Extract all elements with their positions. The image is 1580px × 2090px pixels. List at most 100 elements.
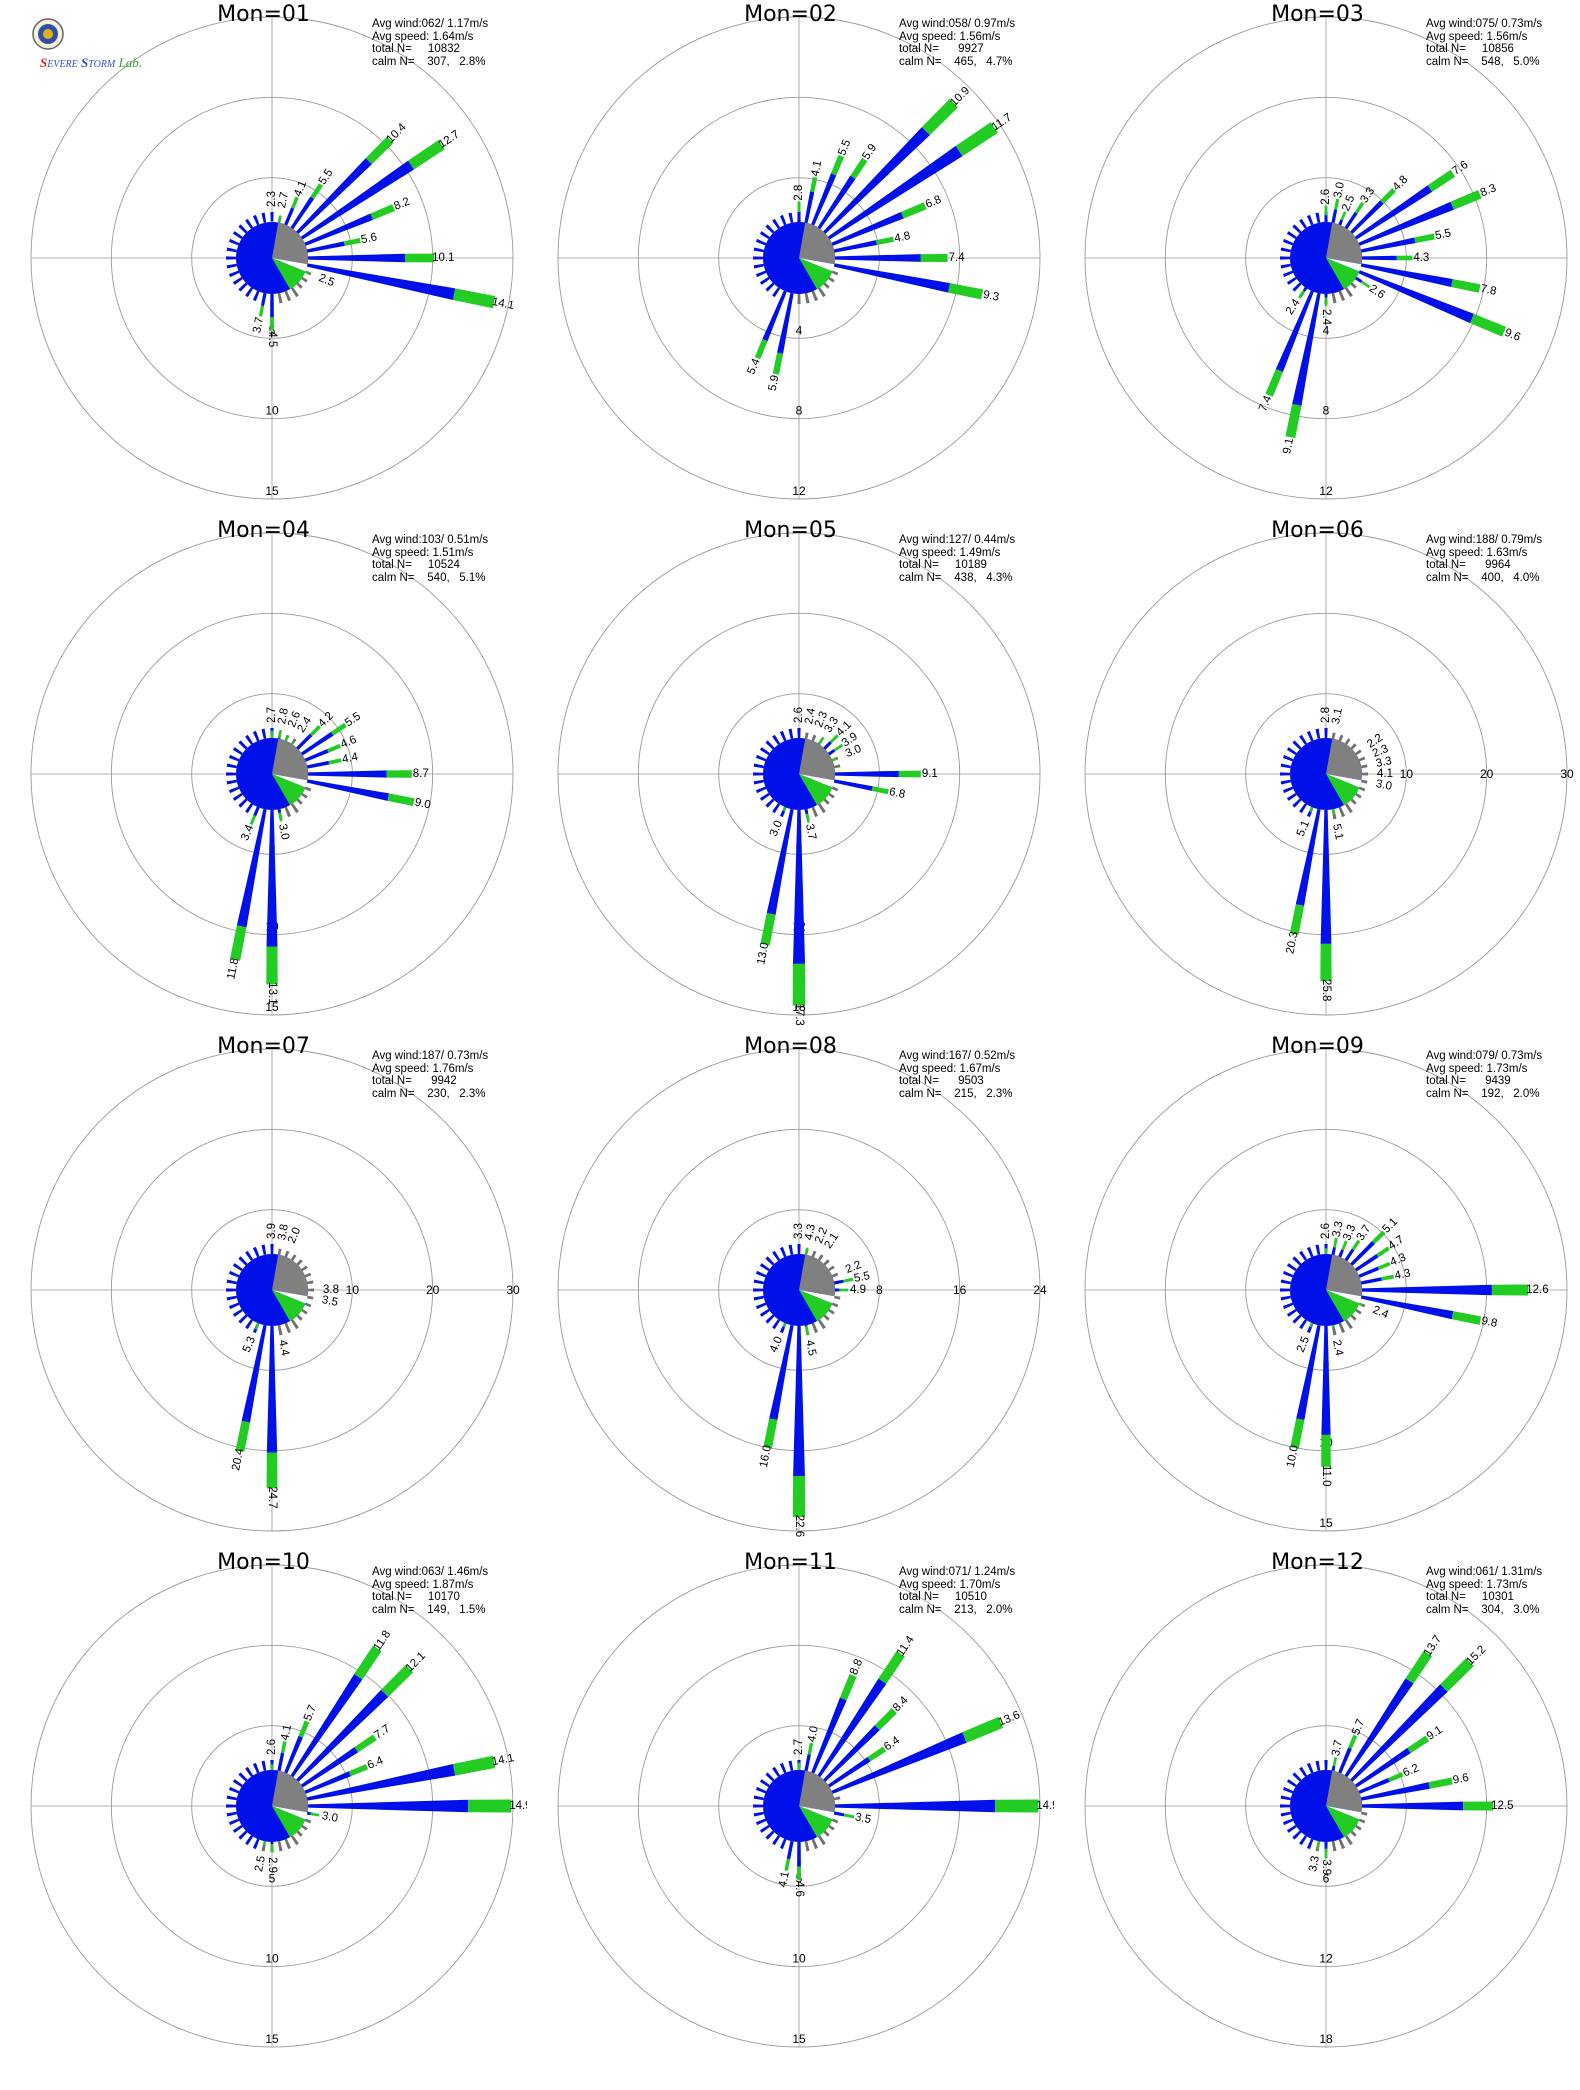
range-ring <box>557 532 1041 1016</box>
petal-green <box>387 793 415 807</box>
ring-label: 15 <box>1319 1516 1333 1530</box>
sector-stub <box>1306 214 1314 226</box>
petal-value-label: 3.0 <box>768 819 785 838</box>
petal-blue <box>834 770 899 778</box>
petal-value-label: 2.3 <box>813 710 830 729</box>
petal-blue <box>1321 1325 1331 1435</box>
petal-value-label: 2.4 <box>803 707 818 726</box>
sector-stub <box>307 1295 314 1300</box>
sector-stub <box>1299 1319 1308 1330</box>
petal-value-label: 3.4 <box>239 823 256 843</box>
sector-stub <box>1315 728 1321 739</box>
petal-blue <box>1358 201 1454 246</box>
petal-blue <box>1331 209 1338 224</box>
petal-green <box>829 734 839 744</box>
petal-value-label: 10.0 <box>1285 1444 1301 1468</box>
sector-stub <box>261 728 267 739</box>
petal-blue <box>1338 219 1343 226</box>
calm-gap <box>799 774 835 788</box>
petal-blue <box>766 808 794 915</box>
sector-stub <box>1315 1244 1321 1255</box>
petal-green <box>839 1673 857 1701</box>
sector-stub <box>252 214 260 226</box>
sector-stub <box>765 1314 775 1324</box>
calm-sector <box>272 222 308 265</box>
petal-blue <box>797 211 801 223</box>
sector-stub <box>755 754 767 762</box>
sector-stub <box>245 1835 254 1846</box>
ring-label: 12 <box>1319 484 1333 498</box>
calm-sector <box>799 738 835 781</box>
wind-rose-svg: 510152.74.08.811.48.46.413.614.93.54.64.… <box>557 1564 1054 2048</box>
panel-title: Mon=01 <box>217 2 310 27</box>
petal-blue <box>831 211 904 246</box>
petal-blue <box>304 749 329 762</box>
wind-rose-panel: 8 16 24 3.3 4.3 2.2 2.1 2.2 5.5 4.9 4.5 22.6 16.0 4.0… <box>527 1032 1054 1548</box>
ring-label: 12 <box>792 484 806 498</box>
sector-stub <box>1280 256 1291 260</box>
sector-stub <box>1350 743 1357 750</box>
sector-stub <box>1299 1766 1308 1777</box>
petal-green <box>348 1764 369 1777</box>
petal-green <box>1405 1650 1433 1684</box>
petal-value-label: 3.0 <box>276 823 291 841</box>
petal-blue <box>284 1735 303 1774</box>
petal-green <box>1265 369 1283 397</box>
petal-green <box>1396 255 1413 261</box>
petal-green <box>831 757 837 762</box>
stats-box: Avg wind:075/ 0.73m/s Avg speed: 1.56m/s t… <box>1426 18 1542 68</box>
sector-stub <box>828 1265 835 1272</box>
range-ring <box>1084 1564 1568 2048</box>
petal-blue <box>804 1754 811 1772</box>
petal-blue <box>827 749 836 756</box>
petal-blue <box>827 1756 871 1788</box>
petal-value-label: 3.7 <box>1330 1739 1345 1757</box>
petal-blue <box>1354 185 1433 240</box>
petal-value-label: 4.0 <box>806 1725 821 1743</box>
sector-stub <box>828 1308 835 1315</box>
ring-label: 10 <box>792 1952 806 1966</box>
petal-value-label: 2.3 <box>1371 743 1390 760</box>
sector-stub <box>228 754 240 762</box>
calm-gap <box>1326 258 1362 272</box>
sector-stub <box>1282 270 1294 278</box>
petal-value-label: 2.6 <box>1320 189 1332 205</box>
petal-value-label: 3.7 <box>803 823 818 841</box>
calm-sector <box>1326 1770 1362 1813</box>
stat-avg-wind: Avg wind:063/ 1.46m/s <box>372 1566 489 1578</box>
petal-green <box>805 1326 810 1335</box>
petal-green <box>1285 403 1302 439</box>
stats-box: Avg wind:103/ 0.51m/s Avg speed: 1.51m/s t… <box>372 534 488 584</box>
petal-blue <box>804 1254 808 1256</box>
petal-green <box>782 1322 787 1328</box>
sector-stub <box>1299 734 1308 745</box>
sector-stub <box>1286 792 1297 801</box>
petal-green <box>266 1452 278 1489</box>
wind-rose-panel: 10 20 30 2.8 3.1 2.2 2.3 3.3 4.1 3.0 5.1 25.8 20.3 5.… <box>1054 516 1580 1032</box>
sector-stub <box>238 224 248 234</box>
petal-blue <box>306 1811 311 1815</box>
sector-stub <box>245 1319 254 1330</box>
petal-green <box>920 253 948 263</box>
stats-box: Avg wind:058/ 0.97m/s Avg speed: 1.56m/s t… <box>899 18 1015 68</box>
stat-avg-speed: Avg speed: 1.64m/s <box>372 30 474 43</box>
sector-stub <box>238 798 248 808</box>
petal-green <box>843 1813 855 1819</box>
calm-gap <box>1326 1290 1362 1304</box>
sector-stub <box>226 1795 237 1801</box>
sector-stub <box>261 1244 267 1255</box>
sector-stub <box>779 214 787 226</box>
stat-calm-n: calm N= 149, 1.5% <box>372 1603 486 1616</box>
ring-label: 10 <box>346 1283 360 1297</box>
panel-title: Mon=03 <box>1271 2 1364 27</box>
sector-stub <box>1299 218 1308 229</box>
petal-green <box>1380 188 1396 204</box>
petal-value-label: 3.5 <box>321 1294 339 1309</box>
sector-stub <box>232 276 243 285</box>
ring-label: 4 <box>1323 323 1330 337</box>
sector-stub <box>804 293 810 304</box>
